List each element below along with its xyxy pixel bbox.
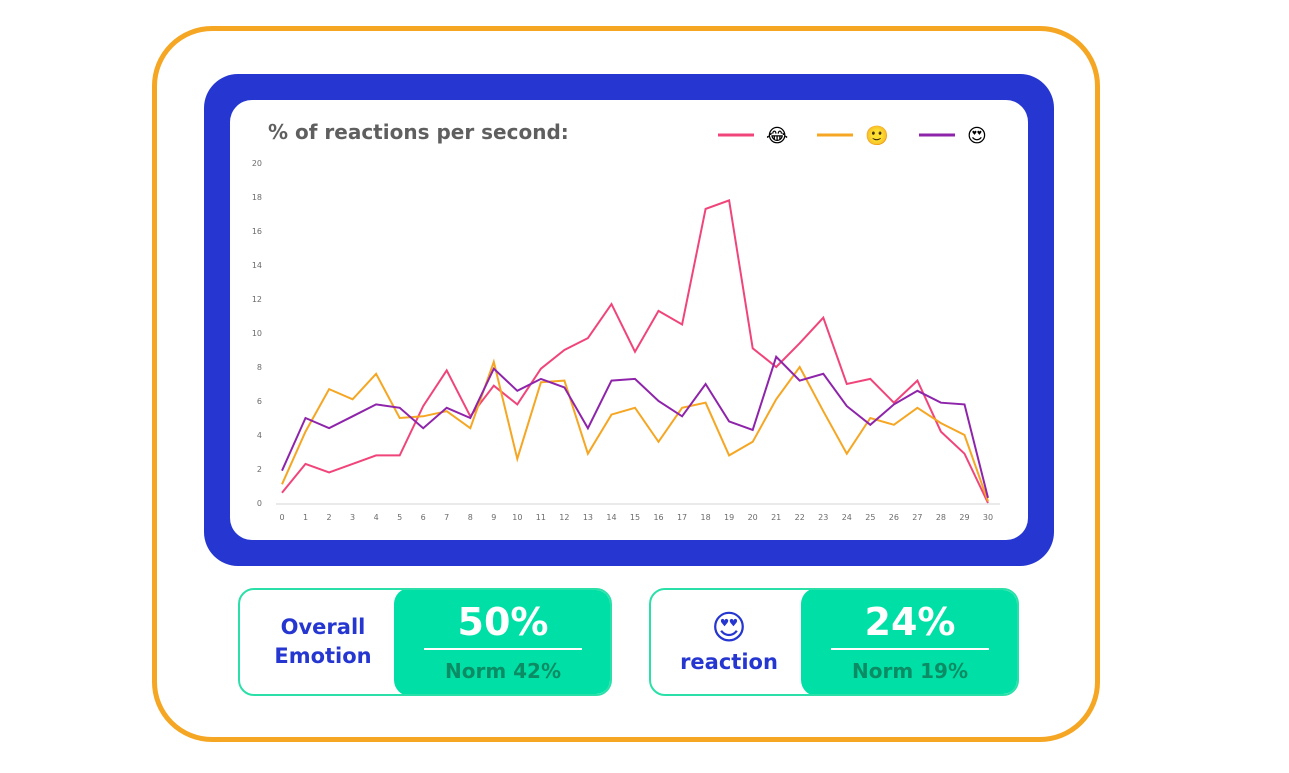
legend-emoji-icon-2: 😍 [967, 125, 987, 147]
value-divider [424, 648, 582, 650]
x-tick-label: 6 [421, 513, 426, 522]
overall-emotion-value-panel: 50% Norm 42% [394, 590, 610, 694]
legend-emoji-icon-1: 🙂 [865, 125, 889, 147]
x-tick-label: 24 [842, 513, 852, 522]
overall-emotion-norm: Norm 42% [444, 659, 561, 683]
x-tick-label: 25 [865, 513, 875, 522]
x-tick-label: 16 [653, 513, 663, 522]
line-chart: % of reactions per second: 😂 🙂 😍 024681012… [252, 120, 1000, 522]
series-line-1 [281, 358, 989, 502]
x-tick-label: 28 [936, 513, 946, 522]
x-tick-label: 14 [606, 513, 616, 522]
series-lines [281, 199, 989, 504]
overall-label-line2: Emotion [274, 644, 372, 668]
y-tick-label: 10 [252, 329, 262, 338]
screen-frame: % of reactions per second: 😂 🙂 😍 0 2 4 6 8 10 12… [204, 74, 1054, 566]
y-tick-label: 6 [257, 397, 262, 406]
legend-emoji-icon-0: 😂 [766, 125, 788, 147]
x-tick-label: 7 [444, 513, 449, 522]
overall-emotion-label: Overall Emotion [240, 590, 406, 694]
x-tick-label: 30 [983, 513, 993, 522]
y-axis: 0 2 4 6 8 10 12 14 16 18 20 [252, 159, 262, 508]
x-tick-label: 9 [491, 513, 496, 522]
x-tick-label: 23 [818, 513, 828, 522]
love-reaction-norm: Norm 19% [851, 659, 968, 683]
x-tick-label: 13 [583, 513, 593, 522]
love-reaction-card: 😍 reaction 24% Norm 19% [649, 588, 1019, 696]
x-tick-label: 22 [795, 513, 805, 522]
love-reaction-value-panel: 24% Norm 19% [801, 590, 1017, 694]
x-axis: 0 1 2 3 4 5 6 7 8 9 10 11 12 13 14 15 16 17 18 19 20 21 22 23 24… [276, 503, 1000, 522]
x-tick-label: 1 [303, 513, 308, 522]
chart-legend: 😂 🙂 😍 [718, 125, 987, 147]
x-tick-label: 2 [327, 513, 332, 522]
x-tick-label: 5 [397, 513, 402, 522]
overall-emotion-card: Overall Emotion 50% Norm 42% [238, 588, 612, 696]
x-tick-label: 21 [771, 513, 781, 522]
y-tick-label: 4 [257, 431, 262, 440]
x-tick-label: 26 [889, 513, 899, 522]
series-line-0 [281, 199, 989, 504]
x-tick-label: 15 [630, 513, 640, 522]
y-tick-label: 18 [252, 193, 262, 202]
x-tick-label: 0 [279, 513, 284, 522]
x-tick-label: 12 [559, 513, 569, 522]
love-reaction-value: 24% [864, 600, 956, 644]
x-tick-label: 17 [677, 513, 687, 522]
y-tick-label: 20 [252, 159, 262, 168]
x-tick-label: 18 [701, 513, 711, 522]
y-tick-label: 16 [252, 227, 262, 236]
x-tick-label: 19 [724, 513, 734, 522]
x-tick-label: 3 [350, 513, 355, 522]
love-reaction-label: 😍 reaction [651, 590, 807, 694]
overall-emotion-value: 50% [457, 600, 549, 644]
x-tick-label: 11 [536, 513, 546, 522]
y-tick-label: 0 [257, 499, 262, 508]
x-tick-label: 20 [748, 513, 758, 522]
overall-label-line1: Overall [280, 615, 366, 639]
value-divider [831, 648, 989, 650]
heart-eyes-icon: 😍 [711, 607, 747, 648]
chart-panel: % of reactions per second: 😂 🙂 😍 0 2 4 6 8 10 12… [230, 100, 1028, 540]
y-tick-label: 2 [257, 465, 262, 474]
x-tick-label: 29 [959, 513, 969, 522]
x-tick-label: 4 [374, 513, 379, 522]
x-tick-label: 8 [468, 513, 473, 522]
y-tick-label: 8 [257, 363, 262, 372]
y-tick-label: 14 [252, 261, 262, 270]
chart-title: % of reactions per second: [268, 120, 569, 144]
reaction-label: reaction [680, 649, 778, 674]
x-tick-label: 27 [912, 513, 922, 522]
series-line-2 [281, 354, 989, 499]
x-tick-label: 10 [512, 513, 522, 522]
y-tick-label: 12 [252, 295, 262, 304]
